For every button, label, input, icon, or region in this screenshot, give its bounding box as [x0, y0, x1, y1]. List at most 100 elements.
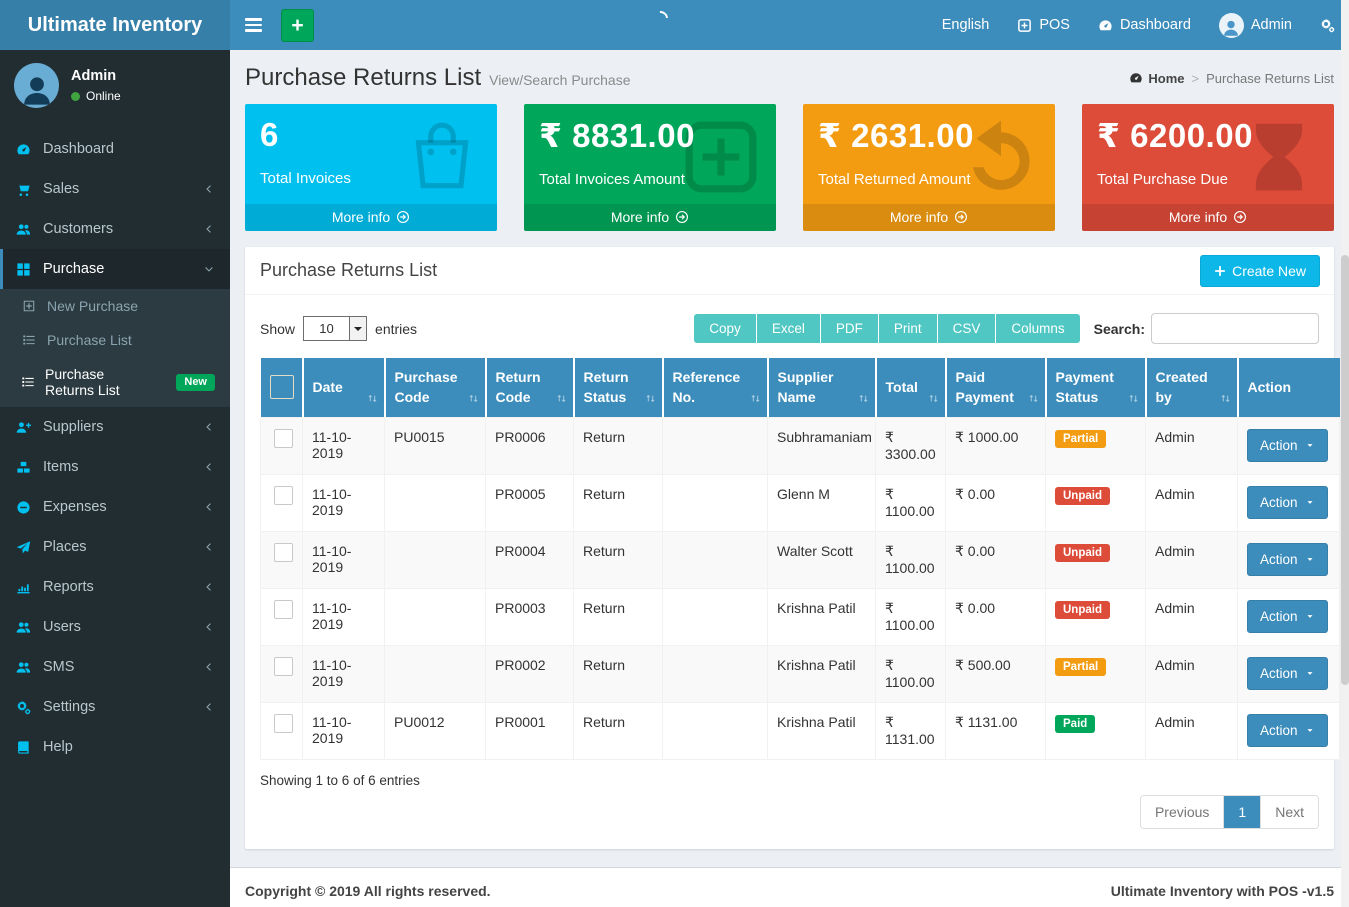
sidebar-item-suppliers[interactable]: Suppliers: [0, 407, 230, 447]
pagination-next[interactable]: Next: [1260, 795, 1318, 828]
export-csv-button[interactable]: CSV: [937, 314, 997, 343]
column-header-supplier-name[interactable]: Supplier Name: [767, 358, 877, 418]
more-info-label: More info: [1168, 209, 1228, 225]
more-info-link[interactable]: More info: [524, 204, 776, 231]
cubes-icon: [15, 460, 32, 475]
column-header-payment-status[interactable]: Payment Status: [1045, 358, 1147, 418]
export-columns-button[interactable]: Columns: [996, 314, 1080, 343]
chevron-left-icon: [203, 701, 215, 713]
row-action-button[interactable]: Action: [1247, 599, 1328, 633]
sidebar-item-places[interactable]: Places: [0, 527, 230, 567]
nav-language[interactable]: English: [928, 0, 1004, 50]
sort-icon: [366, 392, 379, 405]
sidebar-item-sms[interactable]: SMS: [0, 647, 230, 687]
circle-arrow-right-icon: [675, 210, 689, 224]
column-header-paid-payment[interactable]: Paid Payment: [945, 358, 1047, 418]
row-checkbox[interactable]: [274, 713, 293, 733]
cell-date: 11-10-2019: [302, 701, 385, 760]
column-header-reference-no[interactable]: Reference No.: [662, 358, 769, 418]
search-input[interactable]: [1151, 313, 1319, 344]
sidebar-item-settings[interactable]: Settings: [0, 687, 230, 727]
page-subtitle: View/Search Purchase: [489, 72, 631, 88]
sidebar-item-sales[interactable]: Sales: [0, 169, 230, 209]
cell-total: ₹ 1100.00: [875, 644, 946, 703]
nav-settings[interactable]: [1306, 0, 1349, 50]
select-all-checkbox[interactable]: [269, 375, 294, 400]
quick-add-button[interactable]: +: [281, 8, 314, 42]
sidebar-toggle-button[interactable]: [230, 0, 276, 50]
home-icon: [1130, 73, 1143, 83]
sidebar-subitem-new-purchase[interactable]: New Purchase: [0, 289, 230, 323]
column-header-label: Date: [312, 379, 343, 396]
row-checkbox[interactable]: [274, 485, 293, 505]
column-header-date[interactable]: Date: [302, 358, 386, 418]
sidebar-item-help[interactable]: Help: [0, 727, 230, 767]
sidebar-item-expenses[interactable]: Expenses: [0, 487, 230, 527]
row-checkbox[interactable]: [274, 428, 293, 448]
row-action-button[interactable]: Action: [1247, 713, 1328, 747]
sidebar-subitem-purchase-list[interactable]: Purchase List: [0, 323, 230, 357]
cell-action: Action: [1237, 416, 1340, 475]
cell-checkbox: [260, 473, 303, 532]
pagination-page-1[interactable]: 1: [1223, 795, 1261, 828]
sidebar-item-customers[interactable]: Customers: [0, 209, 230, 249]
export-copy-button[interactable]: Copy: [694, 314, 757, 343]
more-info-link[interactable]: More info: [1082, 204, 1334, 231]
column-header-created-by[interactable]: Created by: [1145, 358, 1239, 418]
table-row: 11-10-2019 PR0003 Return Krishna Patil ₹ 110…: [260, 587, 1340, 646]
cell-return_status: Return: [573, 701, 663, 760]
table-footer: Showing 1 to 6 of 6 entries Previous 1 N…: [260, 773, 1319, 829]
sidebar-item-dashboard[interactable]: Dashboard: [0, 129, 230, 169]
chevron-left-icon: [203, 661, 215, 673]
sidebar-submenu: New Purchase Purchase List Purchase Return…: [0, 289, 230, 407]
row-checkbox[interactable]: [274, 599, 293, 619]
entries-label: entries: [375, 320, 418, 337]
navbar-right-menu: English POS Dashboard Admin: [928, 0, 1349, 50]
row-checkbox[interactable]: [274, 656, 293, 676]
sidebar-item-items[interactable]: Items: [0, 447, 230, 487]
sidebar-subitem-purchase-returns-list[interactable]: Purchase Returns List New: [0, 357, 230, 407]
nav-dashboard[interactable]: Dashboard: [1084, 0, 1205, 50]
action-button-label: Action: [1260, 722, 1298, 738]
row-action-button[interactable]: Action: [1247, 542, 1328, 576]
export-print-button[interactable]: Print: [878, 314, 938, 343]
breadcrumb-home[interactable]: Home: [1129, 71, 1185, 86]
scrollbar[interactable]: [1341, 0, 1349, 907]
sidebar-item-purchase[interactable]: Purchase: [0, 249, 230, 289]
nav-user[interactable]: Admin: [1205, 0, 1306, 50]
pagination-previous[interactable]: Previous: [1140, 795, 1224, 828]
column-header-return-status[interactable]: Return Status: [573, 358, 664, 418]
nav-pos[interactable]: POS: [1003, 0, 1084, 50]
column-header-total[interactable]: Total: [875, 358, 947, 418]
page-size-select[interactable]: 10: [303, 316, 368, 341]
sidebar-item-users[interactable]: Users: [0, 607, 230, 647]
sidebar-item-reports[interactable]: Reports: [0, 567, 230, 607]
column-header-purchase-code[interactable]: Purchase Code: [384, 358, 487, 418]
more-info-link[interactable]: More info: [245, 204, 497, 231]
stat-boxes-row: 6 Total Invoices More info ₹ 8831.00 Total I…: [230, 102, 1349, 237]
row-action-button[interactable]: Action: [1247, 428, 1328, 462]
chevron-left-icon: [203, 581, 215, 593]
grid-icon: [15, 262, 32, 277]
circle-arrow-right-icon: [1233, 210, 1247, 224]
export-pdf-button[interactable]: PDF: [820, 314, 879, 343]
row-checkbox[interactable]: [274, 542, 293, 562]
column-header-label: Return Status: [583, 369, 629, 406]
export-button-group: Copy Excel PDF Print CSV Columns: [694, 314, 1080, 343]
sidebar-item-label: Users: [43, 619, 81, 635]
row-action-button[interactable]: Action: [1247, 485, 1328, 519]
row-action-button[interactable]: Action: [1247, 656, 1328, 690]
page-title: Purchase Returns List: [245, 64, 482, 91]
column-header-return-code[interactable]: Return Code: [485, 358, 575, 418]
stat-box-total-invoices-amount: ₹ 8831.00 Total Invoices Amount More info: [524, 104, 776, 231]
column-header-label: Reference No.: [672, 369, 741, 406]
search-label: Search:: [1093, 320, 1145, 337]
scrollbar-thumb[interactable]: [1341, 255, 1349, 685]
entries-summary: Showing 1 to 6 of 6 entries: [260, 772, 420, 788]
export-excel-button[interactable]: Excel: [756, 314, 821, 343]
caret-down-icon: [1305, 440, 1315, 450]
cell-checkbox: [260, 416, 303, 475]
more-info-link[interactable]: More info: [803, 204, 1055, 231]
brand-logo[interactable]: Ultimate Inventory: [0, 0, 230, 50]
create-new-button[interactable]: Create New: [1200, 255, 1320, 287]
